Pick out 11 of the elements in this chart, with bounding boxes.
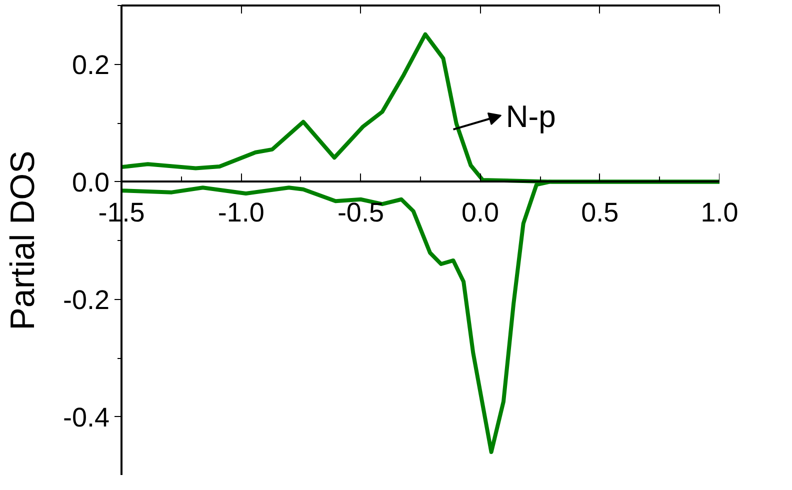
y-axis-title: Partial DOS	[4, 150, 42, 330]
x-tick-label: -0.5	[337, 198, 384, 228]
annotation: N-p	[506, 99, 556, 134]
x-tick-label: 0.0	[462, 198, 500, 228]
y-tick-label: 0.2	[72, 50, 110, 80]
y-tick-label: 0.0	[72, 167, 110, 198]
x-tick-label: -1.0	[218, 198, 264, 228]
x-tick-label: 1.0	[700, 198, 738, 228]
y-tick-label: -0.4	[62, 402, 110, 432]
y-tick-label: -0.2	[62, 284, 110, 315]
x-tick-label: 0.5	[581, 198, 619, 228]
